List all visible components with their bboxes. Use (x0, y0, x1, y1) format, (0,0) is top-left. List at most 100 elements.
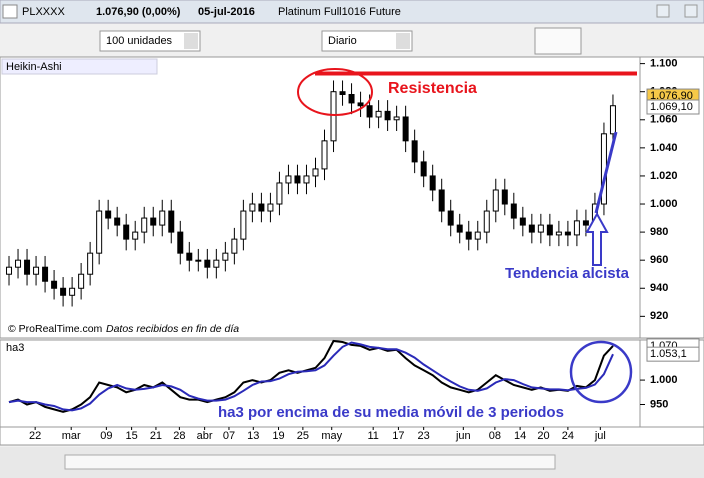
x-tick-label: 17 (392, 430, 404, 442)
x-tick-label: 11 (367, 430, 378, 442)
candle-body (420, 161, 427, 177)
candle-body (564, 231, 571, 236)
candle-body (483, 210, 490, 233)
scrollbar[interactable] (64, 454, 556, 470)
candle-body (78, 273, 85, 289)
candle-body (447, 210, 454, 226)
candle-body (159, 210, 166, 226)
candle-body (384, 110, 391, 121)
trend-line (594, 131, 618, 214)
x-tick-label: 24 (562, 430, 574, 442)
x-tick-label: 22 (29, 430, 41, 442)
highlight-circle (569, 340, 633, 404)
candle-body (312, 168, 319, 177)
x-tick-label: 21 (150, 430, 162, 442)
candle-body (60, 287, 67, 296)
candle-body (519, 217, 526, 226)
last-value-label: 1.076,90 (650, 90, 693, 102)
candle-body (285, 175, 292, 184)
candle-body (213, 259, 220, 268)
candle-body (249, 203, 256, 212)
x-tick-label: 20 (537, 430, 549, 442)
candle-body (240, 210, 247, 240)
candle-body (348, 94, 355, 104)
candle-body (6, 266, 13, 275)
x-tick-label: 19 (272, 430, 284, 442)
last-value-box (646, 346, 700, 362)
period: Diario (328, 35, 357, 47)
candle-body (303, 175, 310, 184)
title-bar (0, 0, 704, 24)
y-tick-label: 980 (650, 226, 668, 238)
last-value-label: 1.069,10 (650, 101, 693, 113)
date: 05-jul-2016 (198, 6, 255, 18)
quantity-dropdown[interactable] (99, 30, 201, 52)
candle-body (186, 252, 193, 261)
resistance-circle (297, 68, 373, 116)
y-tick-label: 1.000 (650, 198, 678, 210)
candle-body (69, 287, 76, 296)
x-tick-label: may (321, 430, 342, 442)
symbol: PLXXXX (22, 6, 65, 18)
candle-body (195, 259, 202, 262)
x-tick-label: 13 (247, 430, 259, 442)
candle-body (411, 140, 418, 163)
candle-body (582, 220, 589, 226)
candle-body (177, 231, 184, 254)
trend-arrow (585, 211, 609, 266)
x-tick-label: 14 (514, 430, 526, 442)
candle-body (222, 252, 229, 261)
candle-body (24, 259, 31, 275)
minimize-button[interactable] (656, 4, 670, 18)
candle-body (105, 210, 112, 219)
series-line (8, 339, 614, 413)
panel-header (1, 58, 158, 75)
candle-body (114, 217, 121, 226)
candle-body (123, 224, 130, 240)
x-tick-label: 15 (125, 430, 137, 442)
candle-body (321, 140, 328, 170)
window-icon[interactable] (2, 4, 18, 19)
price-panel (0, 56, 641, 339)
candle-body (402, 116, 409, 142)
candle-body (465, 231, 472, 240)
candle-body (393, 116, 400, 121)
close-button[interactable] (684, 4, 698, 18)
candle-body (555, 231, 562, 236)
candle-body (573, 220, 580, 236)
candle-body (15, 259, 22, 268)
y-tick-label: 950 (650, 398, 668, 410)
candle-body (429, 175, 436, 191)
candle-body (150, 217, 157, 226)
y-tick-label: 1.000 (650, 374, 678, 386)
candle-body (375, 110, 382, 118)
quantity: 100 unidades (106, 35, 173, 47)
x-tick-label: 23 (418, 430, 430, 442)
candle-body (258, 203, 265, 212)
candle-body (456, 224, 463, 233)
instrument: Platinum Full1016 Future (278, 6, 401, 18)
candle-body (537, 224, 544, 233)
candle-body (474, 231, 481, 240)
indicator-annotation: ha3 por encima de su media móvil de 3 pe… (218, 404, 564, 421)
candle-body (546, 224, 553, 236)
last-value-box (646, 99, 700, 115)
data-note: Datos recibidos en fin de día (106, 323, 239, 335)
y-tick-label: 920 (650, 310, 668, 322)
candle-body (51, 280, 58, 289)
chart-type-button[interactable] (534, 27, 582, 55)
y-tick-label: 960 (650, 254, 668, 266)
y-tick-label: 1.100 (650, 58, 678, 70)
x-tick-label: abr (197, 430, 213, 442)
last-price: 1.076,90 (0,00%) (96, 6, 181, 18)
y-tick-label: 1.060 (650, 114, 678, 126)
x-tick-label: jun (455, 430, 471, 442)
period-dropdown[interactable] (321, 30, 413, 52)
candle-body (204, 259, 211, 268)
x-tick-label: 07 (223, 430, 235, 442)
candle-body (87, 252, 94, 275)
candle-body (492, 189, 499, 212)
resistance-label: Resistencia (388, 80, 477, 97)
y-tick-label: 1.020 (650, 170, 678, 182)
